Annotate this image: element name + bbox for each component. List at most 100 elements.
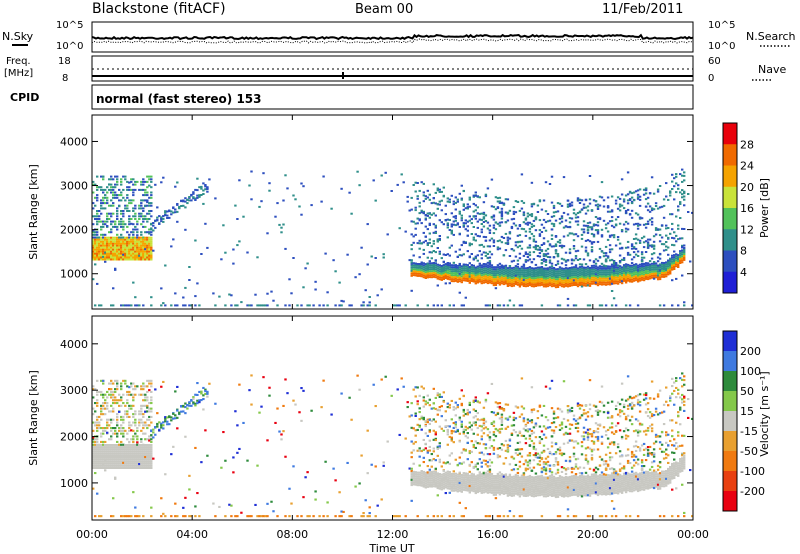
- velocity-cell: [120, 424, 123, 427]
- power-cell: [598, 281, 602, 284]
- power-cell: [102, 250, 105, 253]
- power-cell: [673, 264, 676, 266]
- power-cell: [626, 171, 630, 174]
- power-cell: [606, 206, 610, 208]
- power-cell: [542, 285, 546, 288]
- power-cell: [582, 258, 586, 261]
- power-cell: [568, 278, 572, 281]
- power-cell: [428, 251, 431, 254]
- power-cell: [578, 278, 582, 280]
- power-cell: [450, 223, 453, 226]
- velocity-cell: [128, 450, 131, 453]
- velocity-cell: [92, 462, 95, 465]
- power-cell: [516, 265, 520, 268]
- power-cell: [652, 264, 656, 267]
- power-cell: [660, 261, 664, 264]
- power-cell: [677, 262, 680, 264]
- velocity-cell: [150, 506, 153, 509]
- power-cell: [120, 191, 123, 194]
- power-cell: [432, 183, 435, 186]
- power-cell: [560, 279, 564, 282]
- velocity-cell: [446, 428, 449, 431]
- power-cell: [681, 193, 684, 196]
- power-cell: [574, 272, 578, 275]
- power-cell: [262, 172, 265, 175]
- velocity-cell: [148, 402, 151, 405]
- velocity-cell: [98, 464, 101, 467]
- velocity-cell: [126, 432, 129, 435]
- power-cell: [148, 256, 151, 259]
- power-cell: [488, 232, 492, 234]
- power-cell: [478, 235, 481, 238]
- power-cell: [520, 283, 524, 286]
- power-cell: [542, 226, 546, 229]
- power-cell: [562, 283, 566, 286]
- velocity-cell: [98, 450, 101, 453]
- power-cell: [96, 199, 99, 202]
- power-cell: [144, 225, 147, 228]
- power-cell: [482, 267, 486, 270]
- power-cell: [422, 276, 425, 279]
- velocity-cell: [134, 444, 137, 447]
- power-cell: [446, 273, 449, 276]
- power-cell: [614, 223, 618, 226]
- power-cell: [256, 304, 259, 307]
- power-cell: [428, 193, 431, 196]
- power-cell: [484, 254, 488, 257]
- power-cell: [644, 262, 648, 265]
- power-cell: [640, 265, 644, 267]
- velocity-cell: [136, 460, 139, 463]
- power-cell: [396, 304, 399, 307]
- power-cell: [673, 237, 676, 240]
- velocity-cell: [432, 485, 435, 488]
- power-cell: [596, 270, 600, 273]
- power-cell: [442, 186, 445, 189]
- velocity-cell: [144, 458, 147, 461]
- power-cell: [504, 272, 508, 275]
- power-cell: [598, 217, 602, 220]
- power-cell: [456, 255, 459, 258]
- velocity-cell: [458, 462, 461, 465]
- velocity-cell: [94, 458, 97, 461]
- power-cell: [452, 276, 455, 279]
- power-cell: [534, 277, 538, 280]
- power-cell: [656, 260, 660, 263]
- power-cell: [534, 244, 538, 247]
- power-cell: [677, 208, 680, 211]
- power-cell: [468, 269, 471, 272]
- power-cell: [624, 273, 628, 276]
- velocity-cell: [140, 452, 143, 455]
- velocity-cell: [116, 450, 119, 453]
- velocity-cell: [448, 406, 451, 409]
- power-cell: [100, 220, 103, 223]
- velocity-cell: [142, 399, 145, 402]
- power-cell: [558, 304, 562, 307]
- power-cell: [536, 268, 540, 271]
- velocity-cell: [418, 482, 421, 485]
- noise-left-label: N.Sky: [2, 30, 34, 43]
- nave-tick-bottom: 0: [708, 73, 714, 84]
- power-cell: [104, 188, 107, 191]
- velocity-cell: [126, 444, 129, 447]
- velocity-cell: [140, 444, 143, 447]
- power-cell: [648, 275, 652, 278]
- velocity-cell: [128, 393, 131, 396]
- power-cell: [538, 252, 542, 255]
- power-cell: [574, 264, 578, 267]
- power-cell: [590, 274, 594, 277]
- velocity-cell: [444, 482, 447, 485]
- power-cell: [150, 246, 153, 249]
- velocity-cell: [144, 385, 147, 388]
- velocity-cell: [148, 454, 151, 457]
- power-cell: [434, 232, 437, 234]
- velocity-cell: [94, 424, 97, 427]
- velocity-cell: [448, 454, 451, 457]
- power-cell: [638, 242, 642, 244]
- power-cell: [92, 238, 95, 241]
- power-cell: [470, 280, 473, 282]
- power-cell: [148, 218, 151, 220]
- power-cell: [656, 274, 660, 277]
- velocity-cell: [120, 388, 123, 391]
- velocity-cell: [434, 407, 437, 410]
- velocity-cell: [194, 402, 197, 405]
